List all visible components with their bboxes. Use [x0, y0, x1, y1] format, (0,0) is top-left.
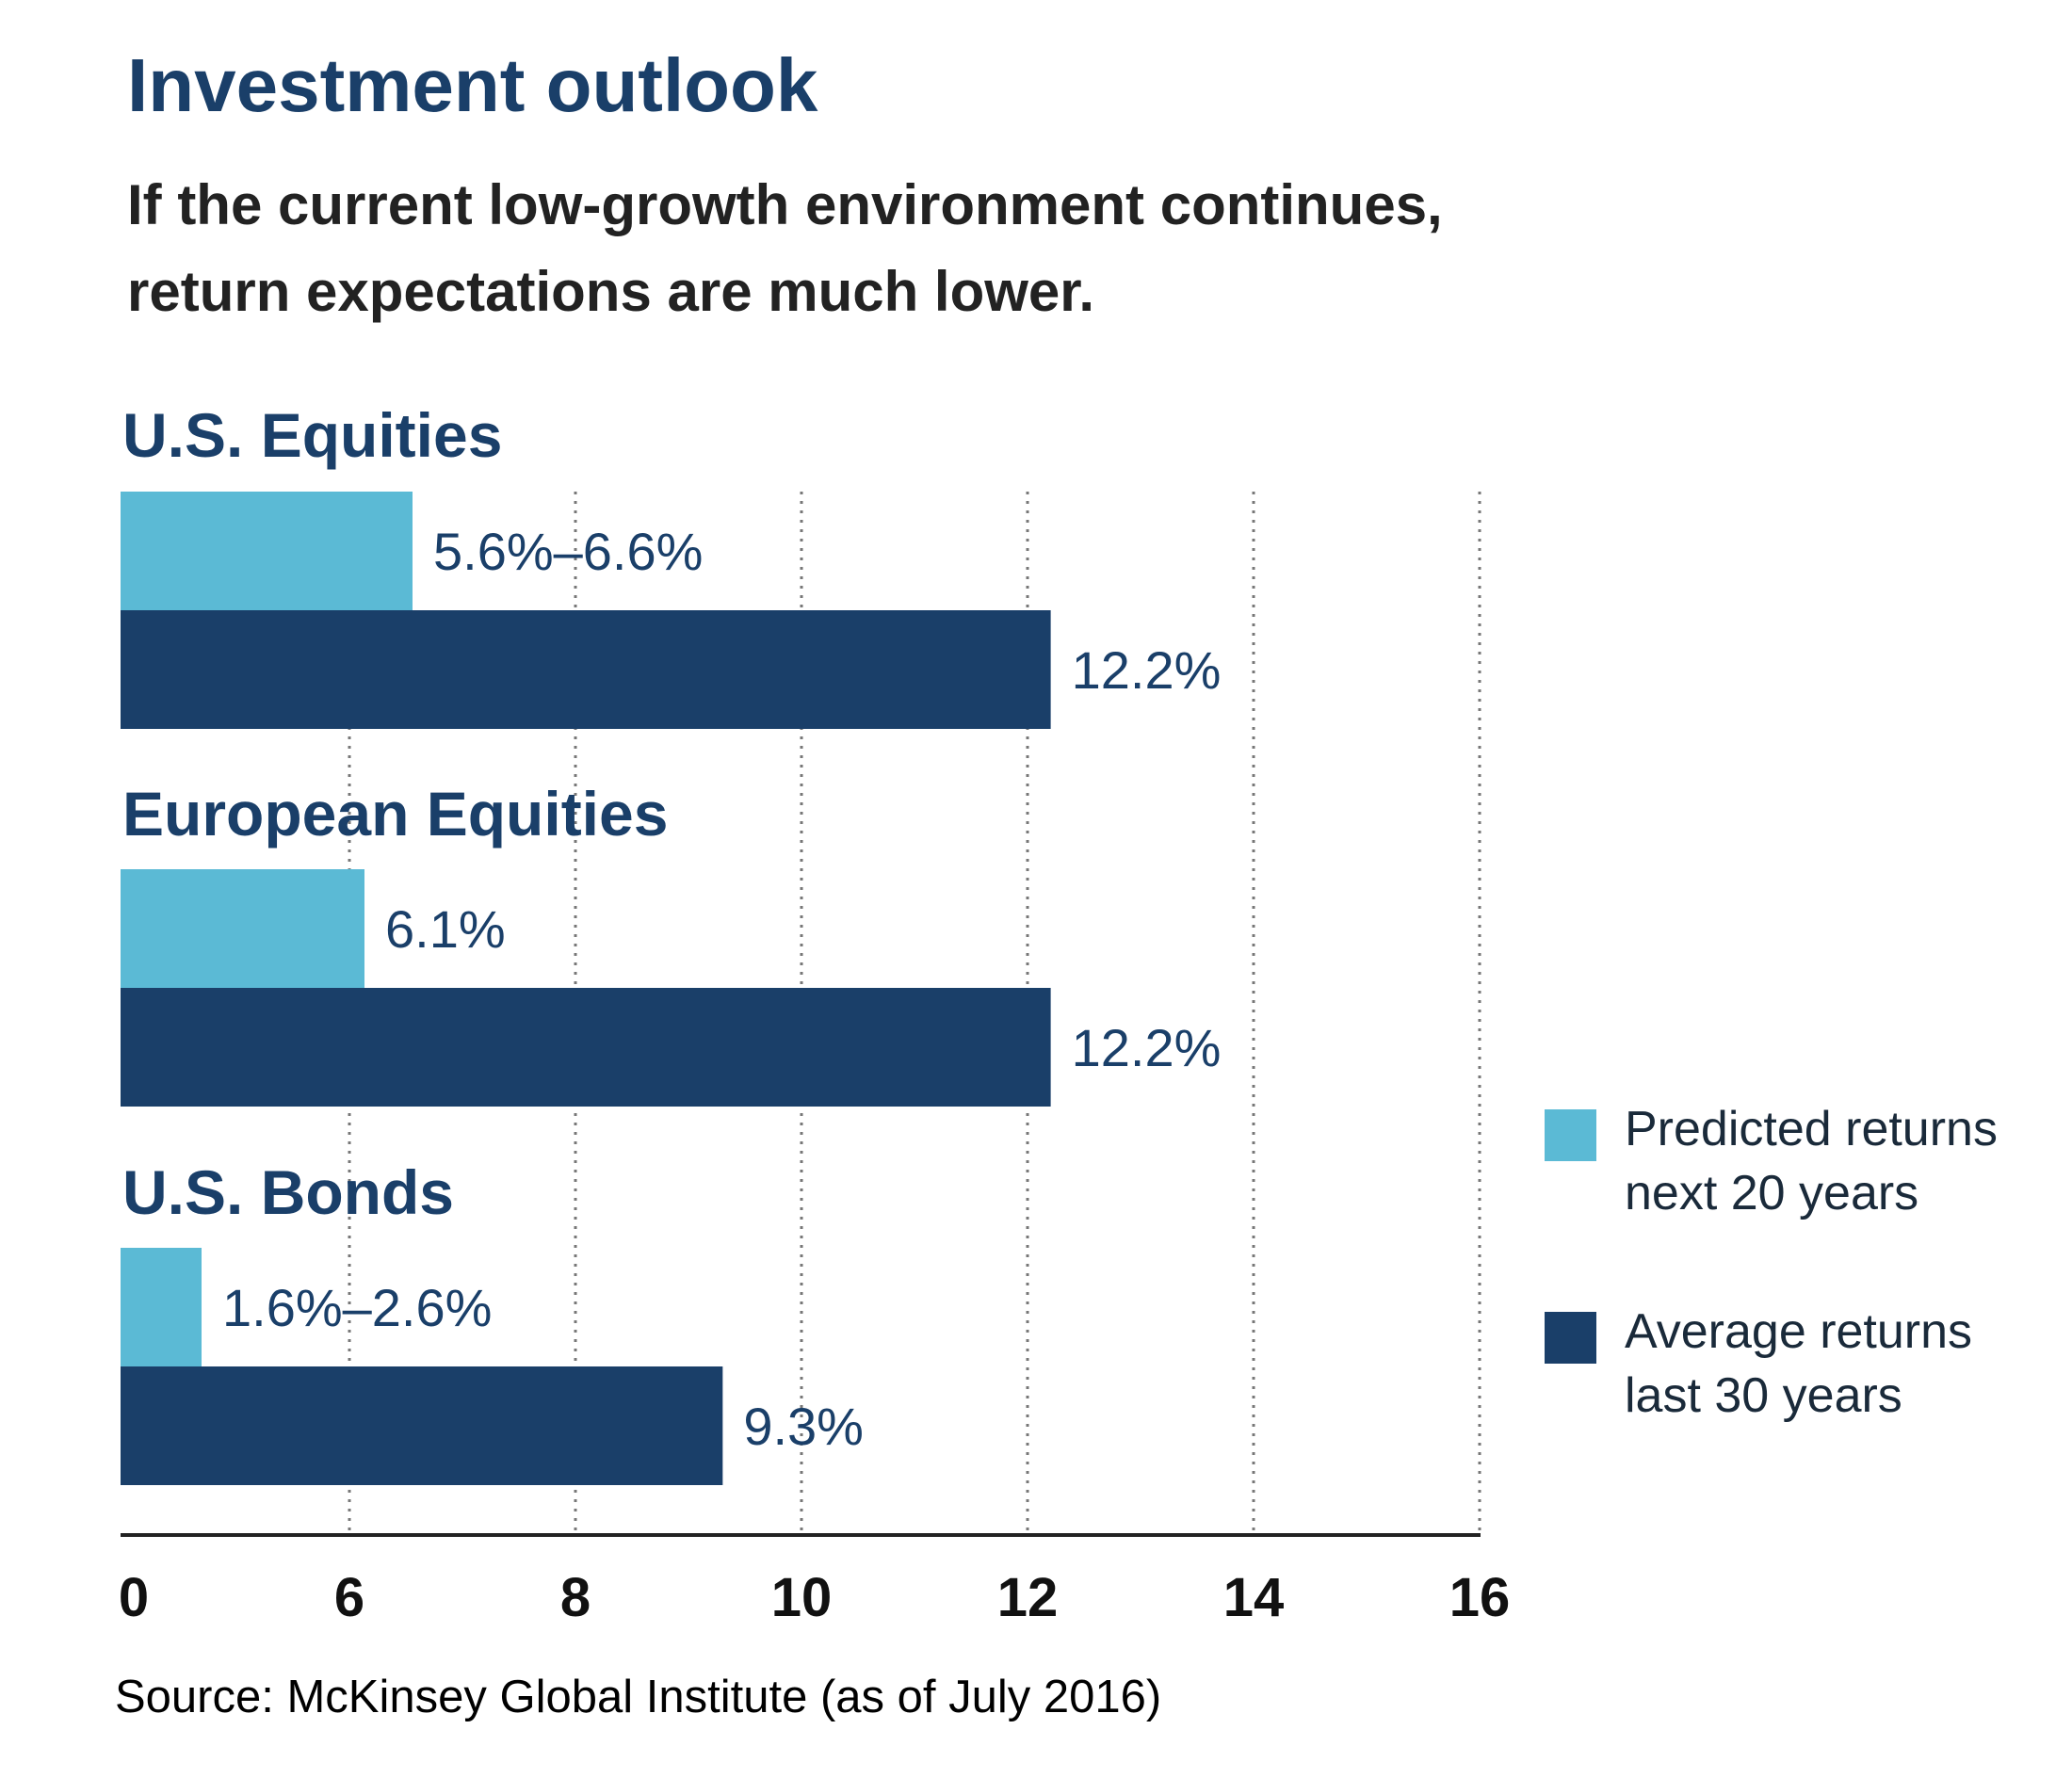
category-label: U.S. Bonds: [122, 1157, 454, 1227]
x-tick-label: 6: [334, 1567, 364, 1628]
bar: [121, 869, 364, 988]
value-labels: 5.6%–6.6% 12.2% 6.1% 12.2% 1.6%–2.6% 9.3%: [222, 522, 1221, 1456]
x-axis-ticks: 0 6 8 10 12 14 16: [119, 1567, 1510, 1628]
legend: Predicted returns next 20 years Average re…: [1545, 1102, 1998, 1423]
x-tick-label: 16: [1449, 1567, 1511, 1628]
bar-value-label: 5.6%–6.6%: [433, 522, 703, 581]
category-label: European Equities: [122, 779, 668, 849]
category-labels: U.S. Equities European Equities U.S. Bonds: [122, 400, 668, 1227]
x-tick-label: 10: [771, 1567, 833, 1628]
bar: [121, 1366, 723, 1485]
category-label: U.S. Equities: [122, 400, 502, 470]
legend-label: last 30 years: [1625, 1368, 1902, 1423]
bar: [121, 988, 1051, 1107]
legend-label: Predicted returns: [1625, 1102, 1998, 1156]
legend-label: Average returns: [1625, 1304, 1972, 1359]
x-tick-label: 12: [997, 1567, 1059, 1628]
chart-subtitle-line-1: If the current low-growth environment co…: [127, 173, 1443, 236]
legend-label: next 20 years: [1625, 1166, 1918, 1220]
source-note: Source: McKinsey Global Institute (as of…: [115, 1672, 1161, 1722]
chart-subtitle-line-2: return expectations are much lower.: [127, 260, 1094, 323]
x-tick-label: 8: [560, 1567, 591, 1628]
bar-value-label: 12.2%: [1072, 1018, 1222, 1077]
chart-title: Investment outlook: [127, 43, 818, 127]
bar: [121, 1248, 202, 1366]
bars: [121, 492, 1051, 1485]
x-tick-label: 0: [119, 1567, 149, 1628]
legend-swatch: [1545, 1109, 1596, 1161]
legend-swatch: [1545, 1312, 1596, 1364]
bar-value-label: 1.6%–2.6%: [222, 1278, 492, 1337]
bar: [121, 492, 413, 610]
bar: [121, 610, 1051, 729]
bar-value-label: 6.1%: [385, 899, 506, 959]
x-tick-label: 14: [1223, 1567, 1285, 1628]
bar-value-label: 12.2%: [1072, 640, 1222, 700]
bar-value-label: 9.3%: [743, 1397, 864, 1456]
